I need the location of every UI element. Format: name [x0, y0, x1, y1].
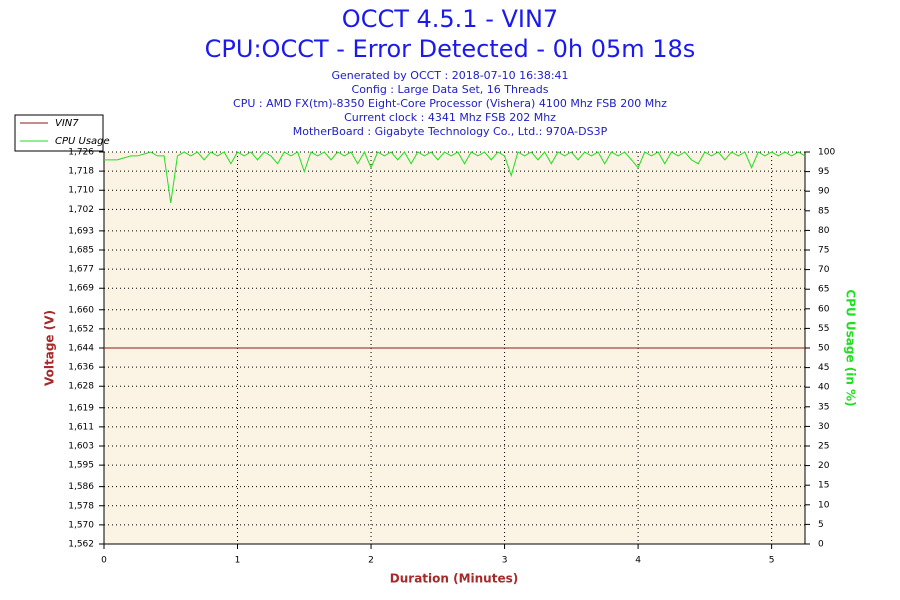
y-tick-label: 1,702	[68, 205, 94, 215]
y2-tick-label: 65	[818, 285, 829, 295]
x-tick-label: 3	[502, 556, 508, 566]
info-line: MotherBoard : Gigabyte Technology Co., L…	[293, 125, 608, 138]
x-tick-label: 4	[635, 556, 641, 566]
y-tick-label: 1,652	[68, 324, 94, 334]
y2-tick-label: 55	[818, 324, 829, 334]
y-tick-label: 1,586	[68, 482, 94, 492]
y-tick-label: 1,628	[68, 382, 94, 392]
x-tick-label: 2	[368, 556, 374, 566]
y2-tick-label: 40	[818, 383, 830, 393]
chart-subtitle: CPU:OCCT - Error Detected - 0h 05m 18s	[205, 35, 696, 63]
y2-tick-label: 30	[818, 422, 830, 432]
info-line: Config : Large Data Set, 16 Threads	[352, 83, 549, 96]
y2-tick-label: 60	[818, 304, 830, 314]
y2-tick-label: 95	[818, 167, 829, 177]
y-tick-label: 1,611	[68, 422, 94, 432]
y2-tick-label: 70	[818, 265, 830, 275]
x-tick-label: 1	[235, 556, 241, 566]
y-tick-label: 1,718	[68, 167, 94, 177]
y-tick-label: 1,619	[68, 403, 94, 413]
y-tick-label: 1,570	[68, 520, 94, 530]
y-tick-label: 1,603	[68, 442, 94, 452]
y2-tick-label: 45	[818, 363, 829, 373]
info-line: CPU : AMD FX(tm)-8350 Eight-Core Process…	[233, 97, 667, 110]
series-line	[104, 150, 806, 204]
chart-title: OCCT 4.5.1 - VIN7	[342, 5, 558, 33]
legend-label: CPU Usage	[55, 136, 110, 147]
y-tick-label: 1,578	[68, 501, 94, 511]
y2-tick-label: 85	[818, 206, 829, 216]
info-line: Generated by OCCT : 2018-07-10 16:38:41	[331, 69, 568, 82]
y-tick-label: 1,660	[68, 305, 94, 315]
legend-label: VIN7	[55, 118, 79, 129]
y2-tick-label: 75	[818, 246, 829, 256]
y2-tick-label: 35	[818, 402, 829, 412]
y-tick-label: 1,644	[68, 344, 94, 354]
y2-tick-label: 20	[818, 461, 830, 471]
y2-tick-label: 5	[818, 520, 824, 530]
y2-tick-label: 25	[818, 442, 829, 452]
y-tick-label: 1,677	[68, 265, 94, 275]
y-tick-label: 1,562	[68, 540, 94, 550]
y-tick-label: 1,636	[68, 363, 94, 373]
y2-tick-label: 90	[818, 187, 830, 197]
y-tick-label: 1,710	[68, 186, 94, 196]
y-tick-label: 1,693	[68, 226, 94, 236]
y2-tick-label: 50	[818, 344, 830, 354]
y-tick-label: 1,726	[68, 148, 94, 158]
y2-tick-label: 15	[818, 481, 829, 491]
y2-tick-label: 0	[818, 540, 824, 550]
y2-tick-label: 10	[818, 500, 830, 510]
x-tick-label: 5	[769, 556, 775, 566]
x-axis-label: Duration (Minutes)	[390, 572, 518, 586]
y-tick-label: 1,685	[68, 246, 94, 256]
y-axis-label: Voltage (V)	[43, 310, 57, 386]
info-line: Current clock : 4341 Mhz FSB 202 Mhz	[344, 111, 556, 124]
x-tick-label: 0	[101, 556, 107, 566]
y-tick-label: 1,595	[68, 461, 94, 471]
y2-tick-label: 100	[818, 148, 835, 158]
y-tick-label: 1,669	[68, 284, 94, 294]
legend-box	[14, 114, 104, 152]
y2-tick-label: 80	[818, 226, 830, 236]
y2-axis-label: CPU Usage (in %)	[844, 289, 858, 406]
